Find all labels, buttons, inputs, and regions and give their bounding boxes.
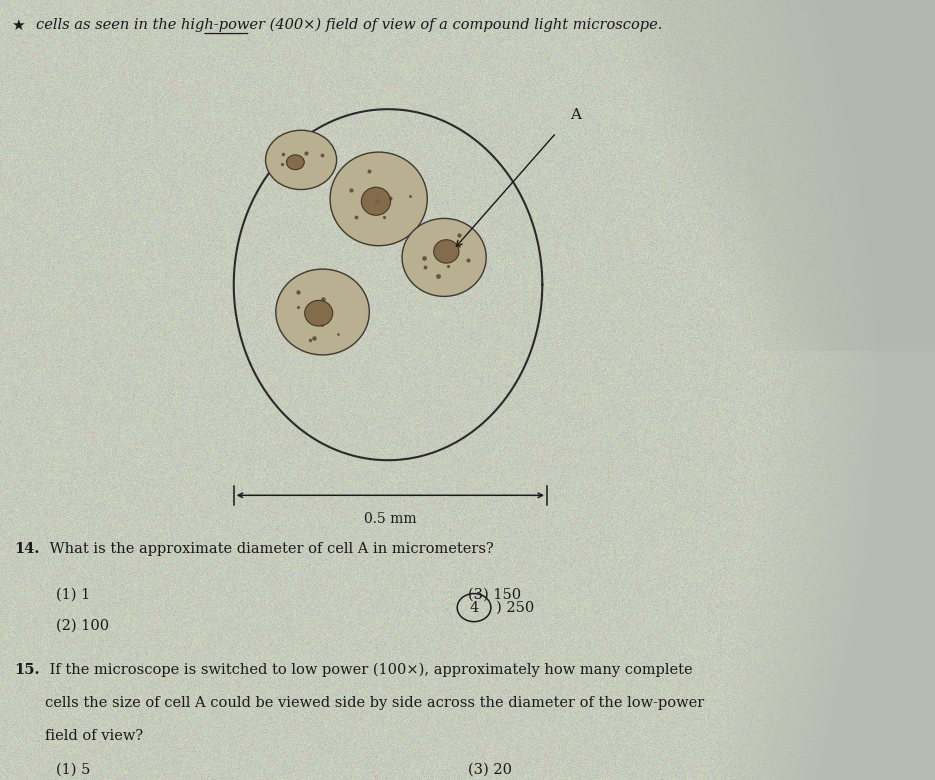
Text: 4: 4 [469, 601, 479, 615]
Text: (2) 100: (2) 100 [56, 619, 109, 633]
Ellipse shape [286, 154, 304, 169]
Text: 0.5 mm: 0.5 mm [364, 512, 417, 526]
Text: cells the size of cell A could be viewed side by side across the diameter of the: cells the size of cell A could be viewed… [45, 696, 704, 710]
Text: (3) 150: (3) 150 [468, 587, 521, 601]
Text: A: A [570, 108, 582, 122]
Ellipse shape [266, 130, 337, 190]
Ellipse shape [305, 300, 333, 326]
Ellipse shape [361, 187, 391, 215]
Text: 14.: 14. [14, 542, 39, 556]
Text: ★: ★ [11, 17, 25, 33]
Text: ) 250: ) 250 [496, 601, 534, 615]
Text: (1) 5: (1) 5 [56, 763, 91, 777]
Text: field of view?: field of view? [45, 729, 143, 743]
Text: (3) 20: (3) 20 [468, 763, 511, 777]
Ellipse shape [434, 239, 459, 263]
Text: What is the approximate diameter of cell A in micrometers?: What is the approximate diameter of cell… [45, 542, 494, 556]
Text: cells as seen in the high-power (400×) field of view of a compound light microsc: cells as seen in the high-power (400×) f… [36, 18, 662, 32]
Text: (1) 1: (1) 1 [56, 587, 91, 601]
Ellipse shape [330, 152, 427, 246]
Ellipse shape [276, 269, 369, 355]
Text: 15.: 15. [14, 663, 39, 677]
Ellipse shape [402, 218, 486, 296]
Text: If the microscope is switched to low power (100×), approximately how many comple: If the microscope is switched to low pow… [45, 663, 693, 677]
